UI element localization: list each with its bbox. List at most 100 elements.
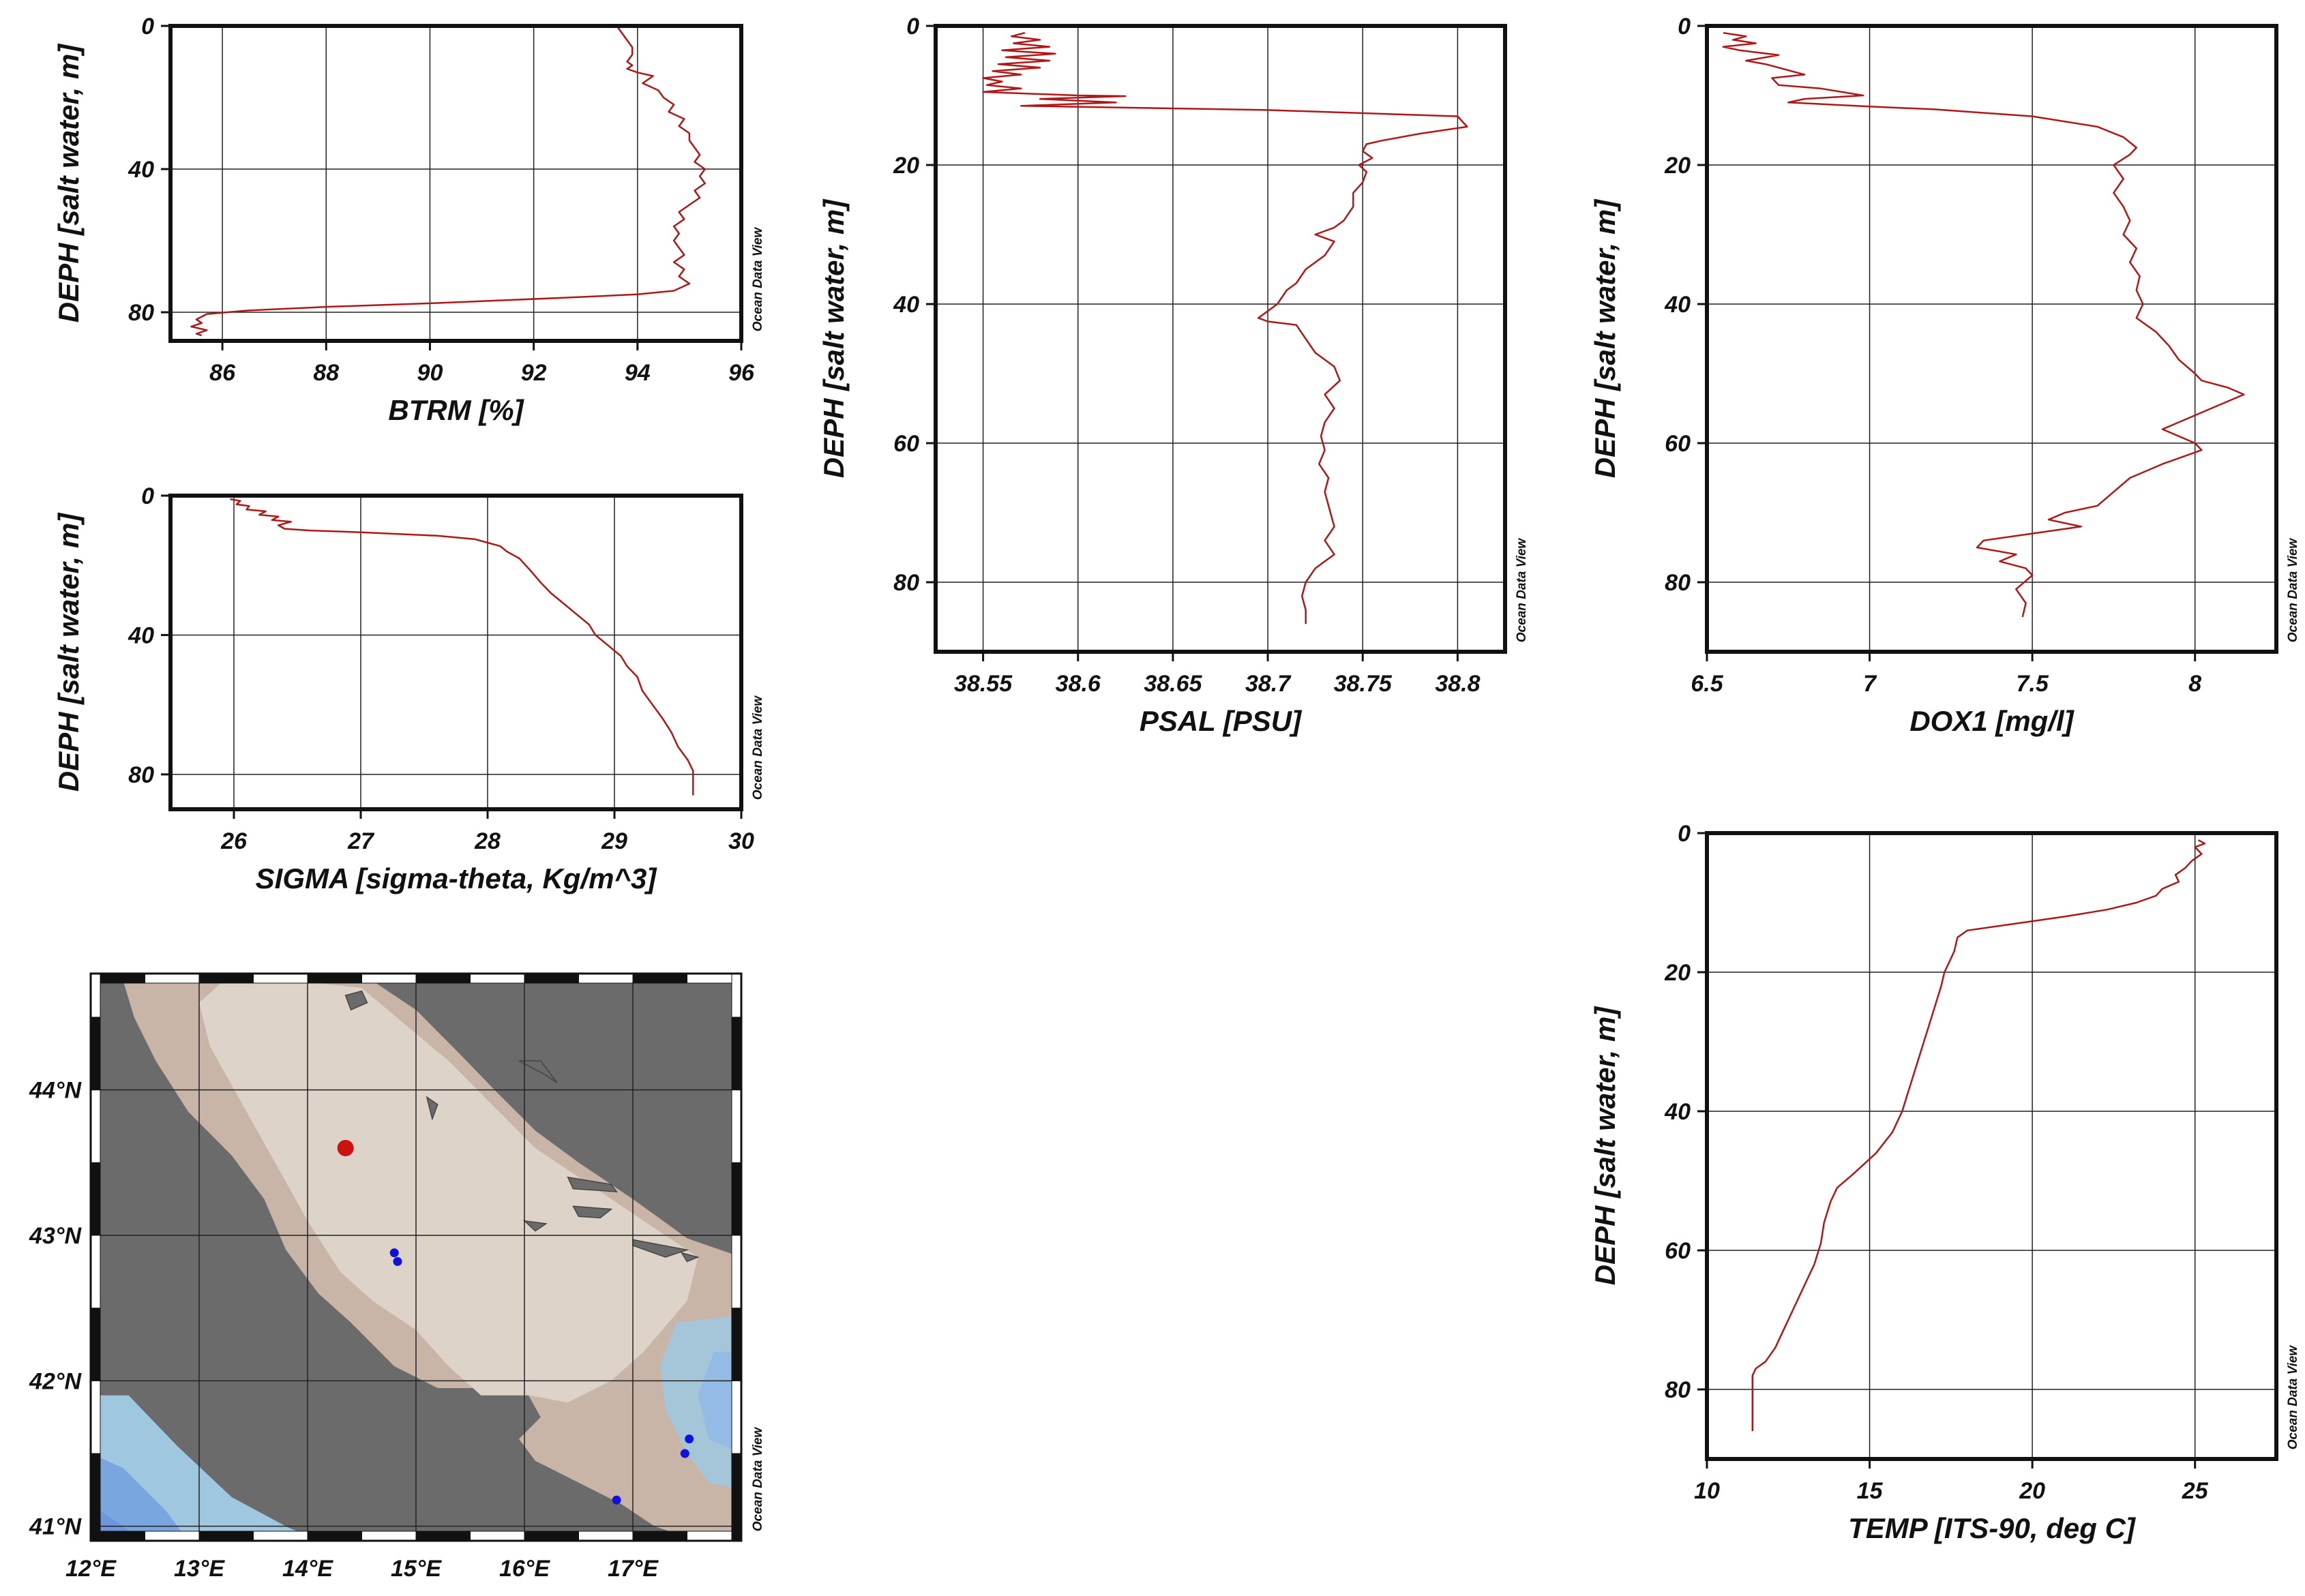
plot-area xyxy=(170,26,741,341)
y-tick-label: 40 xyxy=(1664,1099,1691,1125)
x-tick-label: 20 xyxy=(2019,1478,2045,1504)
plot-area xyxy=(170,496,741,809)
sigma-profile-plot: 26 27 28 29 30 0 40 80 SIGMA [sigma-theta, Kg/m^… xyxy=(53,483,765,894)
scale-bar-segment xyxy=(361,973,417,984)
x-tick-label: 6.5 xyxy=(1691,671,1723,697)
selected-station-marker xyxy=(337,1140,354,1156)
scale-bar-segment xyxy=(90,1162,101,1236)
y-tick-label: 20 xyxy=(1664,153,1691,179)
scale-bar-segment xyxy=(307,1531,362,1541)
btrm-profile-plot: 86 88 90 92 94 96 0 40 80 BTRM [%] DEPH [salt wate… xyxy=(53,14,765,426)
x-tick-label: 10 xyxy=(1694,1478,1720,1504)
latitude-label: 43°N xyxy=(29,1223,82,1249)
longitude-label: 14°E xyxy=(282,1556,333,1582)
y-tick-label: 0 xyxy=(1678,14,1691,40)
x-tick-label: 90 xyxy=(417,360,443,386)
station-marker xyxy=(680,1449,689,1458)
y-tick-label: 0 xyxy=(906,14,919,40)
scale-bar-segment xyxy=(361,1531,417,1541)
scale-bar-segment xyxy=(731,1017,742,1091)
scale-bar-segment xyxy=(731,1453,742,1541)
scale-bar-segment xyxy=(90,1308,101,1381)
map-content xyxy=(91,974,741,1541)
scale-bar-segment xyxy=(198,1531,254,1541)
btrm-profile-line xyxy=(190,25,706,337)
x-tick-label: 38.6 xyxy=(1056,671,1101,697)
scale-bar-segment xyxy=(415,973,471,984)
scale-bar-segment xyxy=(524,1531,579,1541)
x-tick-label: 94 xyxy=(625,360,651,386)
psal-profile-line xyxy=(982,31,1468,624)
scale-bar-segment xyxy=(524,973,579,984)
island xyxy=(572,1205,613,1219)
station-marker xyxy=(389,1248,399,1258)
scale-bar-segment xyxy=(90,1089,101,1163)
temp-profile-line xyxy=(1751,839,2206,1432)
map-frame xyxy=(89,972,743,1542)
scale-bar-segment xyxy=(578,973,634,984)
scale-bar-segment xyxy=(90,973,101,1018)
x-tick-label: 38.55 xyxy=(954,671,1013,697)
y-tick-label: 0 xyxy=(141,14,154,40)
station-marker xyxy=(612,1495,621,1505)
scale-bar-segment xyxy=(731,1308,742,1381)
scale-bar-segment xyxy=(470,973,525,984)
x-tick-label: 88 xyxy=(313,360,339,386)
scale-bar-segment xyxy=(632,973,687,984)
croatian-coast xyxy=(117,974,741,1248)
y-tick-label: 60 xyxy=(893,431,919,457)
scale-bar-segment xyxy=(731,1380,742,1454)
x-axis-label: BTRM [%] xyxy=(388,394,524,426)
tyrrhenian-deep xyxy=(91,1454,189,1541)
x-tick-label: 15 xyxy=(1857,1478,1884,1504)
x-tick-label: 29 xyxy=(601,828,627,854)
scale-bar-segment xyxy=(253,1531,308,1541)
longitude-label: 13°E xyxy=(174,1556,225,1582)
plot-frame xyxy=(168,24,743,343)
scale-bar-segment xyxy=(307,973,362,984)
x-tick-label: 26 xyxy=(220,828,248,854)
y-tick-label: 80 xyxy=(128,762,154,788)
x-tick-label: 7.5 xyxy=(2017,671,2049,697)
y-tick-label: 40 xyxy=(1664,292,1691,318)
x-tick-label: 7 xyxy=(1863,671,1877,697)
x-tick-label: 38.7 xyxy=(1245,671,1292,697)
y-tick-label: 40 xyxy=(128,622,154,648)
scale-bar-segment xyxy=(90,1235,101,1309)
pit-deepest xyxy=(698,1351,741,1454)
sigma-profile-line xyxy=(230,498,694,796)
y-tick-label: 0 xyxy=(1678,821,1691,847)
plot-frame xyxy=(168,494,743,811)
x-tick-label: 38.65 xyxy=(1144,671,1202,697)
ocean-data-view-watermark: Ocean Data View xyxy=(2286,1345,2300,1450)
scale-bar-segment xyxy=(731,973,742,1018)
scale-bar-segment xyxy=(632,1531,687,1541)
island xyxy=(518,1060,558,1083)
x-tick-label: 96 xyxy=(728,360,755,386)
scale-bar-segment xyxy=(253,973,308,984)
x-tick-label: 86 xyxy=(209,360,236,386)
x-tick-label: 8 xyxy=(2188,671,2201,697)
ocean-data-view-watermark: Ocean Data View xyxy=(751,227,765,332)
scale-bar-segment xyxy=(90,1380,101,1454)
plot-area xyxy=(1707,26,2276,652)
scale-bar-segment xyxy=(145,1531,200,1541)
latitude-label: 42°N xyxy=(29,1368,82,1394)
island xyxy=(567,1176,618,1192)
ocean-data-view-watermark: Ocean Data View xyxy=(751,1427,765,1532)
y-axis-label: DEPH [salt water, m] xyxy=(53,43,85,322)
scale-bar-segment xyxy=(731,1162,742,1236)
y-tick-label: 80 xyxy=(1665,1377,1691,1403)
x-tick-label: 27 xyxy=(347,828,375,854)
x-axis-label: TEMP [ITS-90, deg C] xyxy=(1848,1512,2137,1544)
station-map: 12°E 13°E 14°E 15°E 16°E 17°E 41°N 42°N 43°N 44°N… xyxy=(29,972,765,1582)
x-tick-label: 30 xyxy=(728,828,754,854)
y-tick-label: 20 xyxy=(893,153,919,179)
y-tick-label: 20 xyxy=(1664,960,1691,986)
y-axis-label: DEPH [salt water, m] xyxy=(1589,1006,1621,1285)
y-tick-label: 40 xyxy=(893,292,919,318)
scale-bar-segment xyxy=(731,1235,742,1309)
ocean-data-view-watermark: Ocean Data View xyxy=(2286,538,2300,643)
